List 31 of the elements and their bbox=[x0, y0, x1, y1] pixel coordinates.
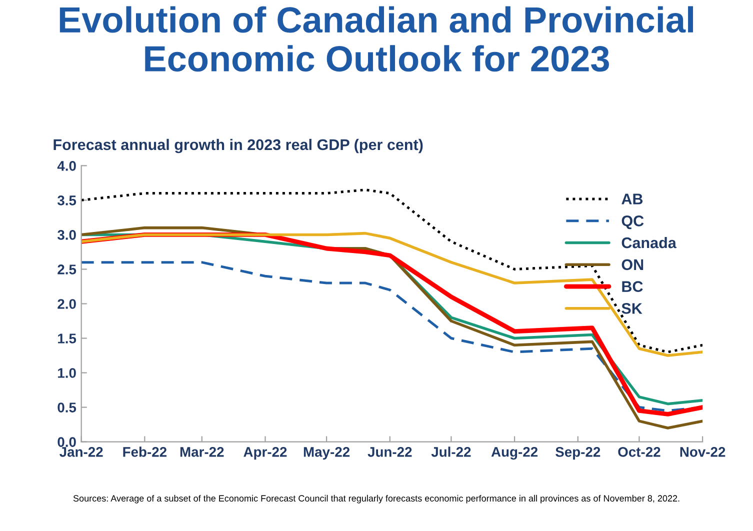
y-tick-label: 1.5 bbox=[58, 334, 76, 344]
y-tick-label: 4.0 bbox=[57, 161, 76, 171]
y-tick-label: 3.0 bbox=[57, 230, 76, 240]
legend-label: BC bbox=[622, 281, 643, 292]
legend-label: AB bbox=[622, 194, 643, 204]
y-tick-label: 1.0 bbox=[58, 368, 76, 378]
legend-label: Canada bbox=[622, 236, 676, 248]
x-tick-label: Jun-22 bbox=[368, 447, 412, 457]
line-series bbox=[81, 188, 703, 354]
y-tick-label: 0.5 bbox=[58, 402, 76, 412]
legend-label: SK bbox=[622, 303, 642, 314]
x-tick-label: Oct-22 bbox=[618, 447, 660, 457]
y-axis-title: Forecast annual growth in 2023 real GDP (per cent) bbox=[54, 138, 423, 154]
x-tick-label: Sep-22 bbox=[556, 447, 600, 460]
x-tick-label: Apr-22 bbox=[244, 447, 287, 460]
y-tick-label: 2.5 bbox=[58, 264, 76, 274]
x-tick-label: Nov-22 bbox=[680, 447, 726, 457]
x-tick-label: Mar-22 bbox=[180, 447, 224, 457]
y-tick-label: 2.0 bbox=[58, 299, 76, 309]
y-tick-label: 3.5 bbox=[57, 196, 76, 206]
x-tick-label: Aug-22 bbox=[491, 446, 538, 460]
legend-label: QC bbox=[622, 216, 644, 230]
source-note: Sources: Average of a subset of the Economic Forecast Council that regularly forecasts economic performance in all provinces as of November 8, 2022. bbox=[73, 494, 680, 504]
y-tick-label: 0.0 bbox=[58, 437, 76, 447]
x-tick-label: Jan-22 bbox=[60, 447, 103, 457]
legend-label: ON bbox=[622, 259, 644, 270]
x-tick-label: May-22 bbox=[304, 447, 350, 460]
x-tick-label: Feb-22 bbox=[123, 446, 166, 457]
x-tick-label: Jul-22 bbox=[431, 446, 471, 457]
line-series bbox=[81, 232, 703, 357]
chart-title: Evolution of Canadian and Provincial Economic Outlook for 2023 bbox=[60, 6, 693, 72]
